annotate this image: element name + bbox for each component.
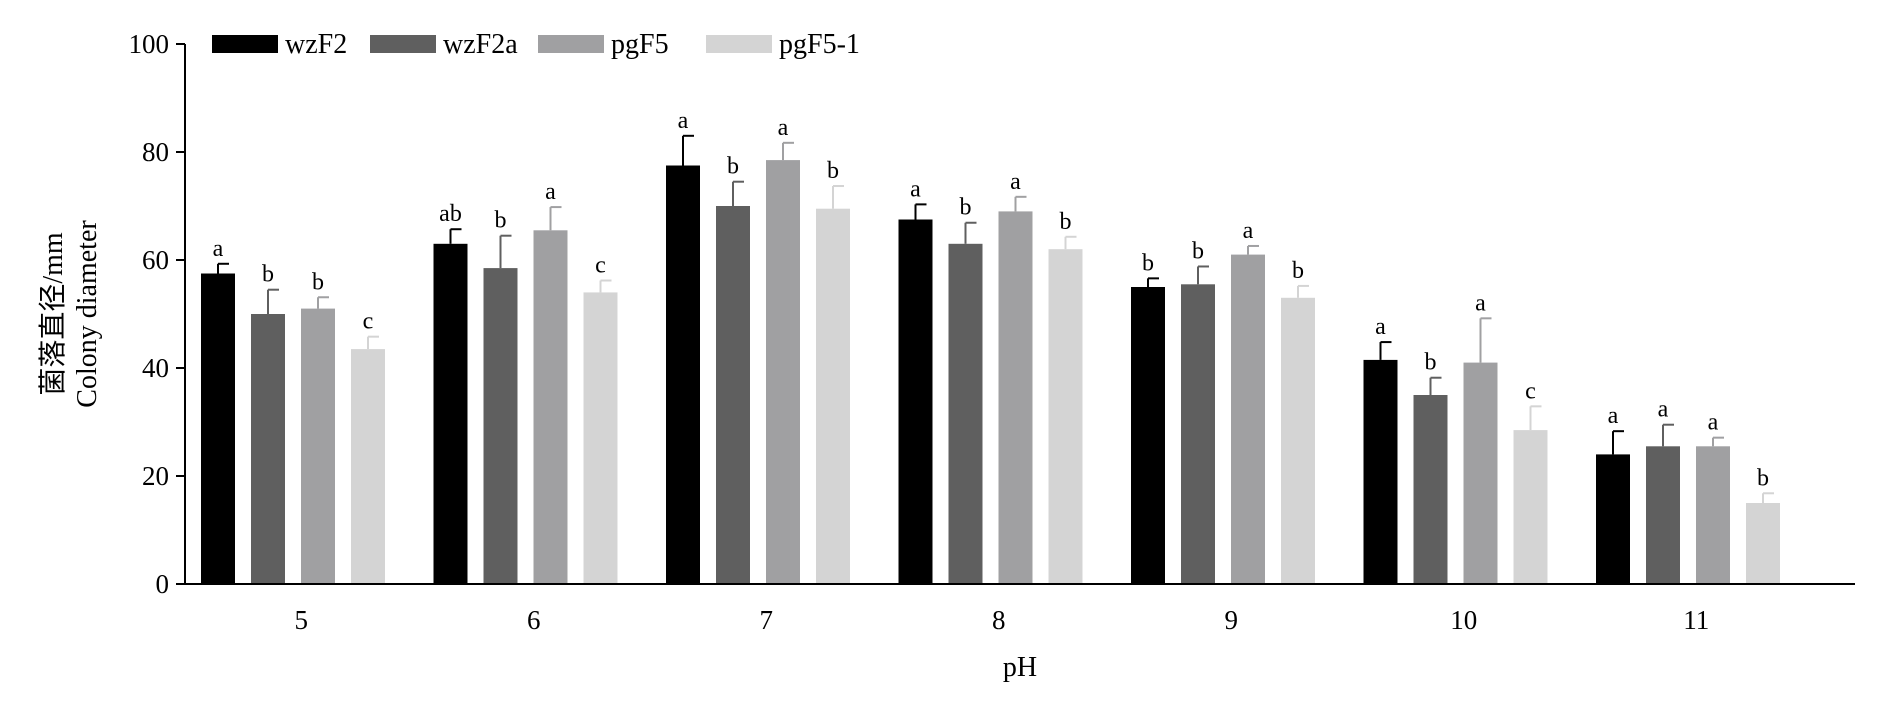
bar	[766, 160, 800, 584]
legend-label: pgF5	[611, 29, 669, 60]
x-axis-title: pH	[1003, 652, 1037, 683]
legend-swatch	[212, 35, 278, 53]
x-tick-label: 10	[1450, 605, 1477, 635]
significance-label: a	[1010, 169, 1021, 195]
significance-label: b	[1142, 250, 1154, 276]
significance-label: a	[678, 108, 689, 134]
bar	[1131, 287, 1165, 584]
bar	[898, 219, 933, 584]
significance-label: a	[545, 179, 556, 205]
bar	[1048, 249, 1083, 584]
bar	[1696, 446, 1730, 584]
significance-label: a	[910, 176, 921, 202]
bars-layer	[201, 160, 1780, 585]
bar	[1746, 503, 1780, 584]
bar	[666, 165, 700, 584]
significance-label: c	[1525, 378, 1536, 404]
significance-label: a	[1608, 403, 1619, 429]
significance-label: a	[1243, 218, 1254, 244]
legend-swatch	[706, 35, 772, 53]
bar	[583, 292, 618, 584]
significance-label: a	[1708, 410, 1719, 436]
legend-label: wzF2	[285, 29, 347, 60]
bar	[433, 243, 468, 585]
x-tick-label: 11	[1683, 605, 1709, 635]
significance-label: c	[363, 309, 374, 335]
bar	[301, 308, 335, 584]
y-axis-title-chinese: 菌落直径/mm	[37, 232, 69, 396]
bar	[1596, 454, 1630, 584]
significance-label: b	[1292, 258, 1304, 284]
bar	[483, 268, 518, 584]
bar	[948, 243, 983, 585]
bar	[1463, 362, 1498, 584]
bar	[351, 349, 385, 584]
y-tick-label: 0	[156, 569, 170, 599]
y-axis-title-english: Colony diameter	[72, 220, 103, 408]
legend-label: pgF5-1	[779, 29, 860, 60]
significance-label: b	[1060, 209, 1072, 235]
bar	[716, 206, 750, 584]
significance-label: a	[1658, 397, 1669, 423]
bar	[1181, 284, 1215, 584]
significance-label: a	[213, 236, 224, 262]
significance-label: b	[727, 154, 739, 180]
significance-label: b	[495, 208, 507, 234]
significance-label: a	[778, 115, 789, 141]
bar	[1413, 395, 1448, 584]
significance-label: a	[1475, 290, 1486, 316]
bar	[201, 273, 235, 584]
y-tick-label: 40	[142, 353, 169, 383]
bar	[1281, 297, 1315, 584]
significance-label: b	[827, 158, 839, 184]
error-bars-layer	[217, 134, 1774, 503]
legend: wzF2 wzF2a pgF5 pgF5-1	[212, 29, 860, 60]
y-tick-label: 100	[129, 29, 170, 59]
x-tick-label: 8	[992, 605, 1006, 635]
significance-label: b	[1757, 465, 1769, 491]
bar	[816, 208, 850, 584]
x-tick-label: 9	[1225, 605, 1239, 635]
significance-label: b	[960, 195, 972, 221]
significance-label: ab	[439, 201, 462, 227]
bar	[1231, 254, 1265, 584]
significance-label: b	[262, 262, 274, 288]
significance-label: c	[595, 253, 606, 279]
significance-label: b	[1425, 350, 1437, 376]
y-tick-label: 60	[142, 245, 169, 275]
bar	[251, 314, 285, 584]
axes-layer: 0 20 40 60 80 100 5 6 7 8 9 10 11	[129, 29, 1855, 635]
x-tick-label: 5	[295, 605, 309, 635]
bar	[533, 230, 568, 585]
x-tick-label: 7	[760, 605, 774, 635]
legend-swatch	[538, 35, 604, 53]
legend-swatch	[370, 35, 436, 53]
significance-label: b	[1192, 238, 1204, 264]
bar	[998, 211, 1033, 584]
bar	[1646, 446, 1680, 584]
legend-label: wzF2a	[443, 29, 518, 60]
bar	[1363, 359, 1398, 584]
x-tick-label: 6	[527, 605, 541, 635]
significance-label: a	[1375, 314, 1386, 340]
significance-label: b	[312, 269, 324, 295]
bar	[1513, 430, 1548, 584]
y-tick-label: 80	[142, 137, 169, 167]
y-tick-label: 20	[142, 461, 169, 491]
